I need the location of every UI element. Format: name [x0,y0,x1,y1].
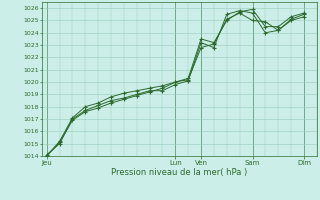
X-axis label: Pression niveau de la mer( hPa ): Pression niveau de la mer( hPa ) [111,168,247,177]
